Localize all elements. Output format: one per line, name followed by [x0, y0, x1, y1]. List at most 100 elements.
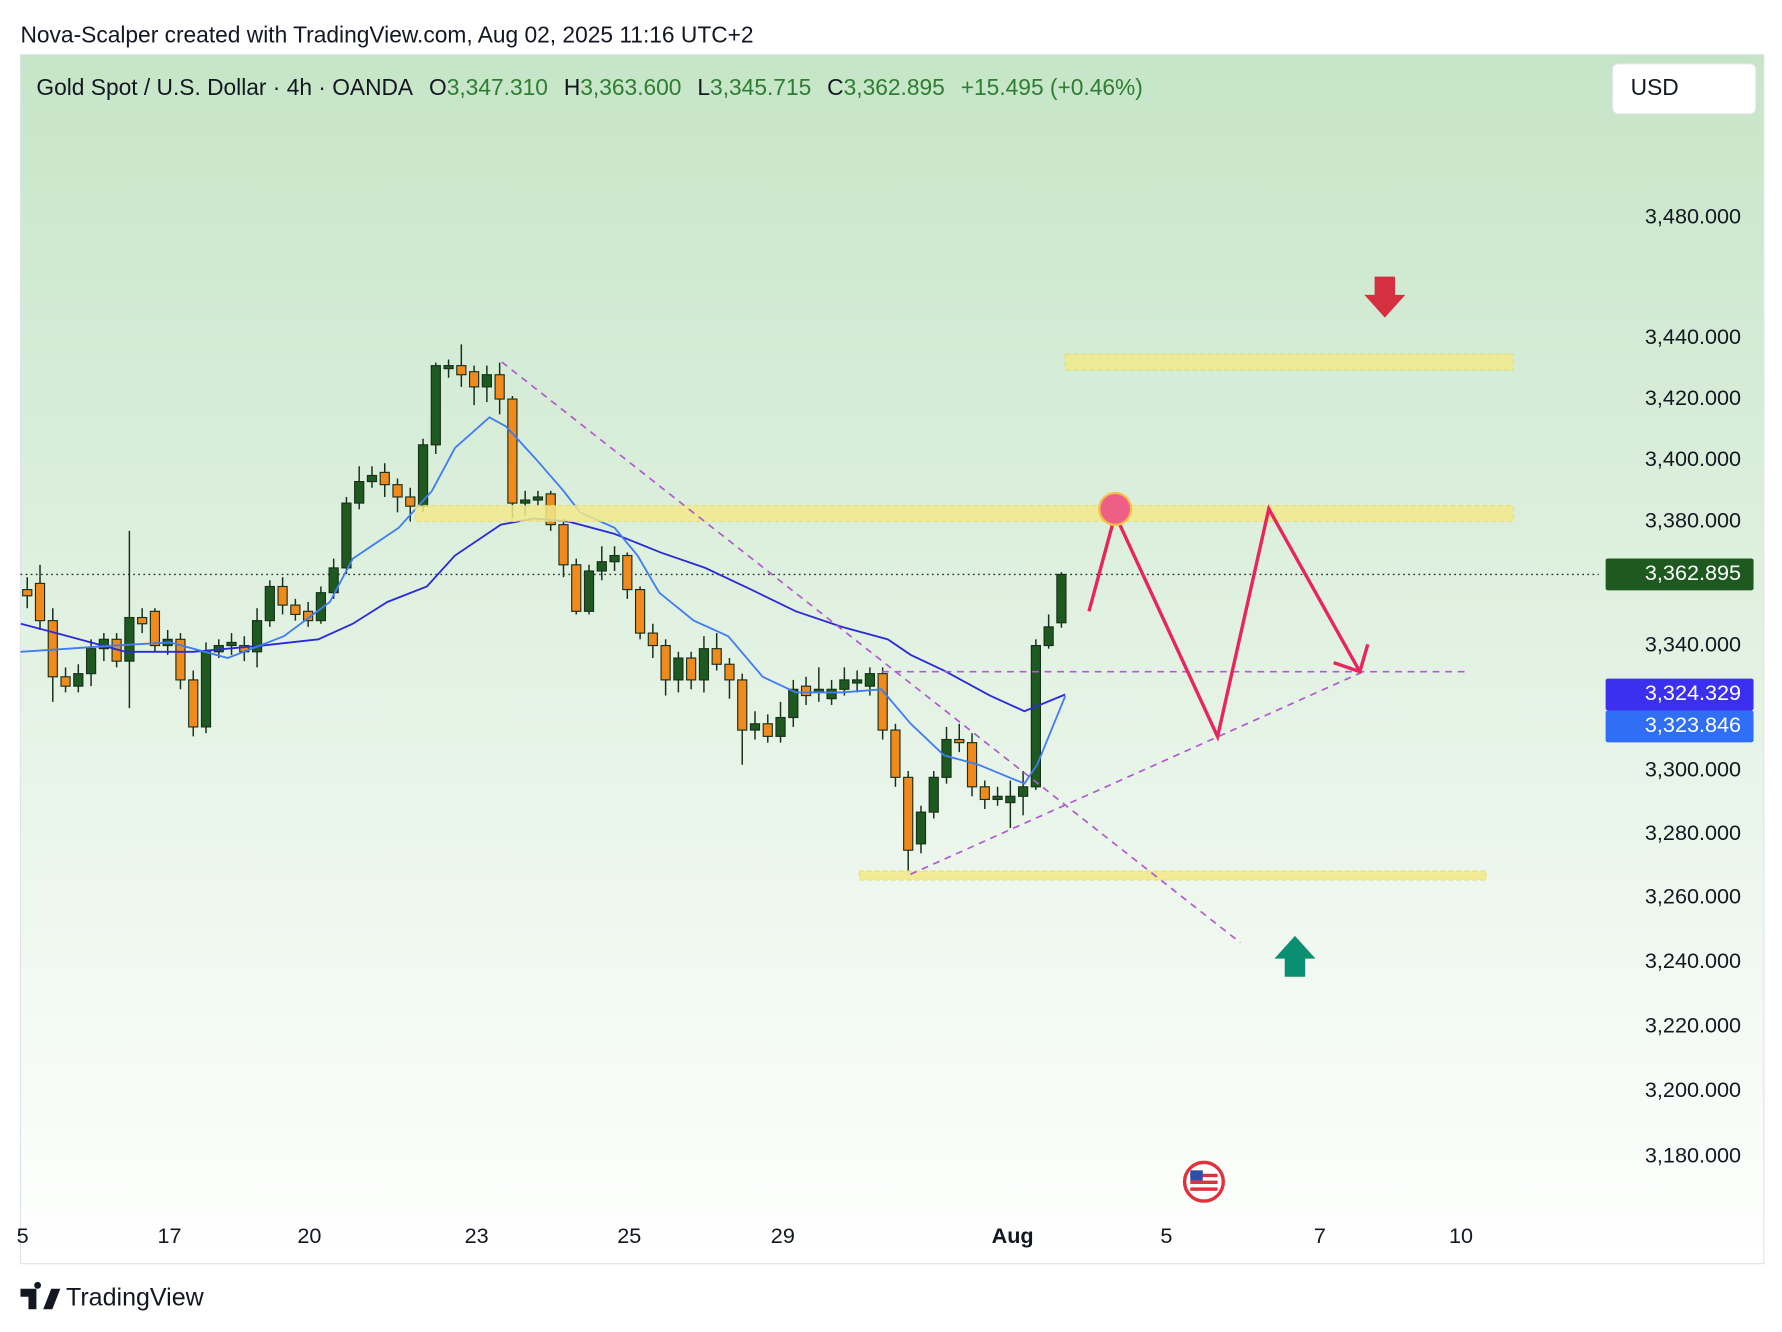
candle-body [698, 648, 710, 681]
candle-body [788, 688, 799, 719]
candle-body [800, 685, 812, 697]
candle-body [315, 592, 327, 622]
x-tick-label: Aug [992, 1223, 1034, 1248]
candle-body [507, 398, 518, 504]
y-tick-label: 3,440.000 [1645, 324, 1741, 349]
currency-button[interactable] [1611, 63, 1757, 115]
candle-body [366, 474, 378, 483]
support-zone [858, 870, 1487, 881]
currency-label[interactable]: USD [1631, 74, 1679, 100]
candle-body [328, 567, 339, 594]
caption: Nova-Scalper created with TradingView.co… [20, 21, 753, 47]
x-tick-label: 10 [1449, 1223, 1473, 1248]
candle-body [200, 651, 212, 728]
candle-body [73, 673, 84, 687]
candle-body [520, 499, 531, 504]
candle-body [660, 644, 671, 681]
candle-body [341, 502, 352, 569]
candle-body [188, 679, 199, 728]
axes: 3,480.000 3,440.000 3,420.000 3,400.000 3,38… [17, 204, 1754, 1248]
candle-body [22, 589, 33, 597]
ohlc-value: 3,347.310 [447, 74, 548, 100]
y-tick-label: 3,340.000 [1645, 631, 1741, 656]
projection-arrowhead [1333, 643, 1370, 674]
y-tick-label: 3,200.000 [1645, 1077, 1741, 1102]
candle-body [979, 786, 990, 801]
brand: TradingView [66, 1284, 205, 1312]
projection-path [1087, 504, 1362, 742]
candle-body [711, 648, 722, 665]
x-tick-label: 7 [1314, 1223, 1326, 1248]
price-tag [1605, 558, 1754, 591]
candle-body [149, 610, 161, 647]
candle-body [468, 371, 480, 388]
price-tag-label: 3,323.846 [1645, 712, 1741, 737]
candle-body [839, 679, 850, 690]
candle-body [226, 641, 237, 647]
drawings [414, 276, 1515, 1203]
candle-body [532, 496, 544, 501]
candle-body [724, 663, 735, 681]
up-arrow-icon [1274, 935, 1316, 977]
candle-body [992, 795, 1003, 801]
y-tick-label: 3,380.000 [1645, 507, 1741, 532]
candle-body [494, 374, 505, 400]
candle-body [303, 610, 314, 622]
us-flag-icon [1182, 1160, 1225, 1203]
x-tick-label: 29 [771, 1223, 795, 1248]
candle-body [264, 585, 275, 622]
price-tag-label: 3,324.329 [1645, 680, 1741, 705]
candle-body [928, 776, 939, 813]
x-tick-label: 5 [1160, 1223, 1172, 1248]
symbol-title: Gold Spot / U.S. Dollar · 4h · OANDA [36, 74, 414, 100]
candle-body [864, 673, 876, 687]
x-tick-label: 23 [465, 1223, 489, 1248]
candle-body [903, 776, 914, 851]
candle-body [85, 648, 97, 675]
y-tick-label: 3,260.000 [1645, 884, 1741, 909]
y-tick-label: 3,300.000 [1645, 757, 1741, 782]
x-tick-label: 20 [297, 1223, 321, 1248]
candle-body [737, 679, 748, 731]
candle-body [890, 729, 901, 778]
candle-body [634, 589, 646, 634]
candle-body [1030, 644, 1041, 788]
y-tick-label: 3,180.000 [1645, 1142, 1741, 1167]
candle-body [456, 365, 467, 376]
x-tick-label: 5 [17, 1223, 29, 1248]
candle-body [852, 679, 863, 684]
x-tick-label: 17 [157, 1223, 181, 1248]
candle-body [1056, 573, 1067, 624]
y-tick-label: 3,400.000 [1645, 446, 1741, 471]
price-tag [1605, 678, 1754, 711]
candle-body [405, 496, 416, 507]
candle-body [137, 616, 148, 625]
candle-body [749, 723, 761, 731]
candle-body [290, 604, 301, 615]
candle-body [430, 365, 441, 446]
candle-body [175, 638, 186, 681]
ohlc-key: H [564, 74, 580, 100]
candle-body [1017, 786, 1029, 797]
candle-body [583, 570, 595, 612]
ohlc-value: 3,362.895 [844, 74, 945, 100]
candle-body [915, 811, 927, 845]
trend-line [909, 670, 1364, 876]
resistance-zone [414, 504, 1515, 522]
y-tick-label: 3,420.000 [1645, 385, 1741, 410]
candle-body [826, 688, 837, 700]
candle-body [558, 524, 569, 566]
trend-line [501, 361, 1241, 944]
chart-legend: Gold Spot / U.S. Dollar · 4h · OANDA O3,3… [36, 74, 1142, 100]
candle-body [34, 582, 46, 622]
y-tick-label: 3,240.000 [1645, 948, 1741, 973]
candle-body [277, 585, 288, 606]
target-marker [1098, 491, 1133, 526]
candle-body [1005, 795, 1016, 804]
tradingview-logo [20, 1281, 61, 1310]
candle-body [60, 676, 71, 687]
candle-body [251, 620, 263, 653]
candle-body [443, 365, 454, 370]
